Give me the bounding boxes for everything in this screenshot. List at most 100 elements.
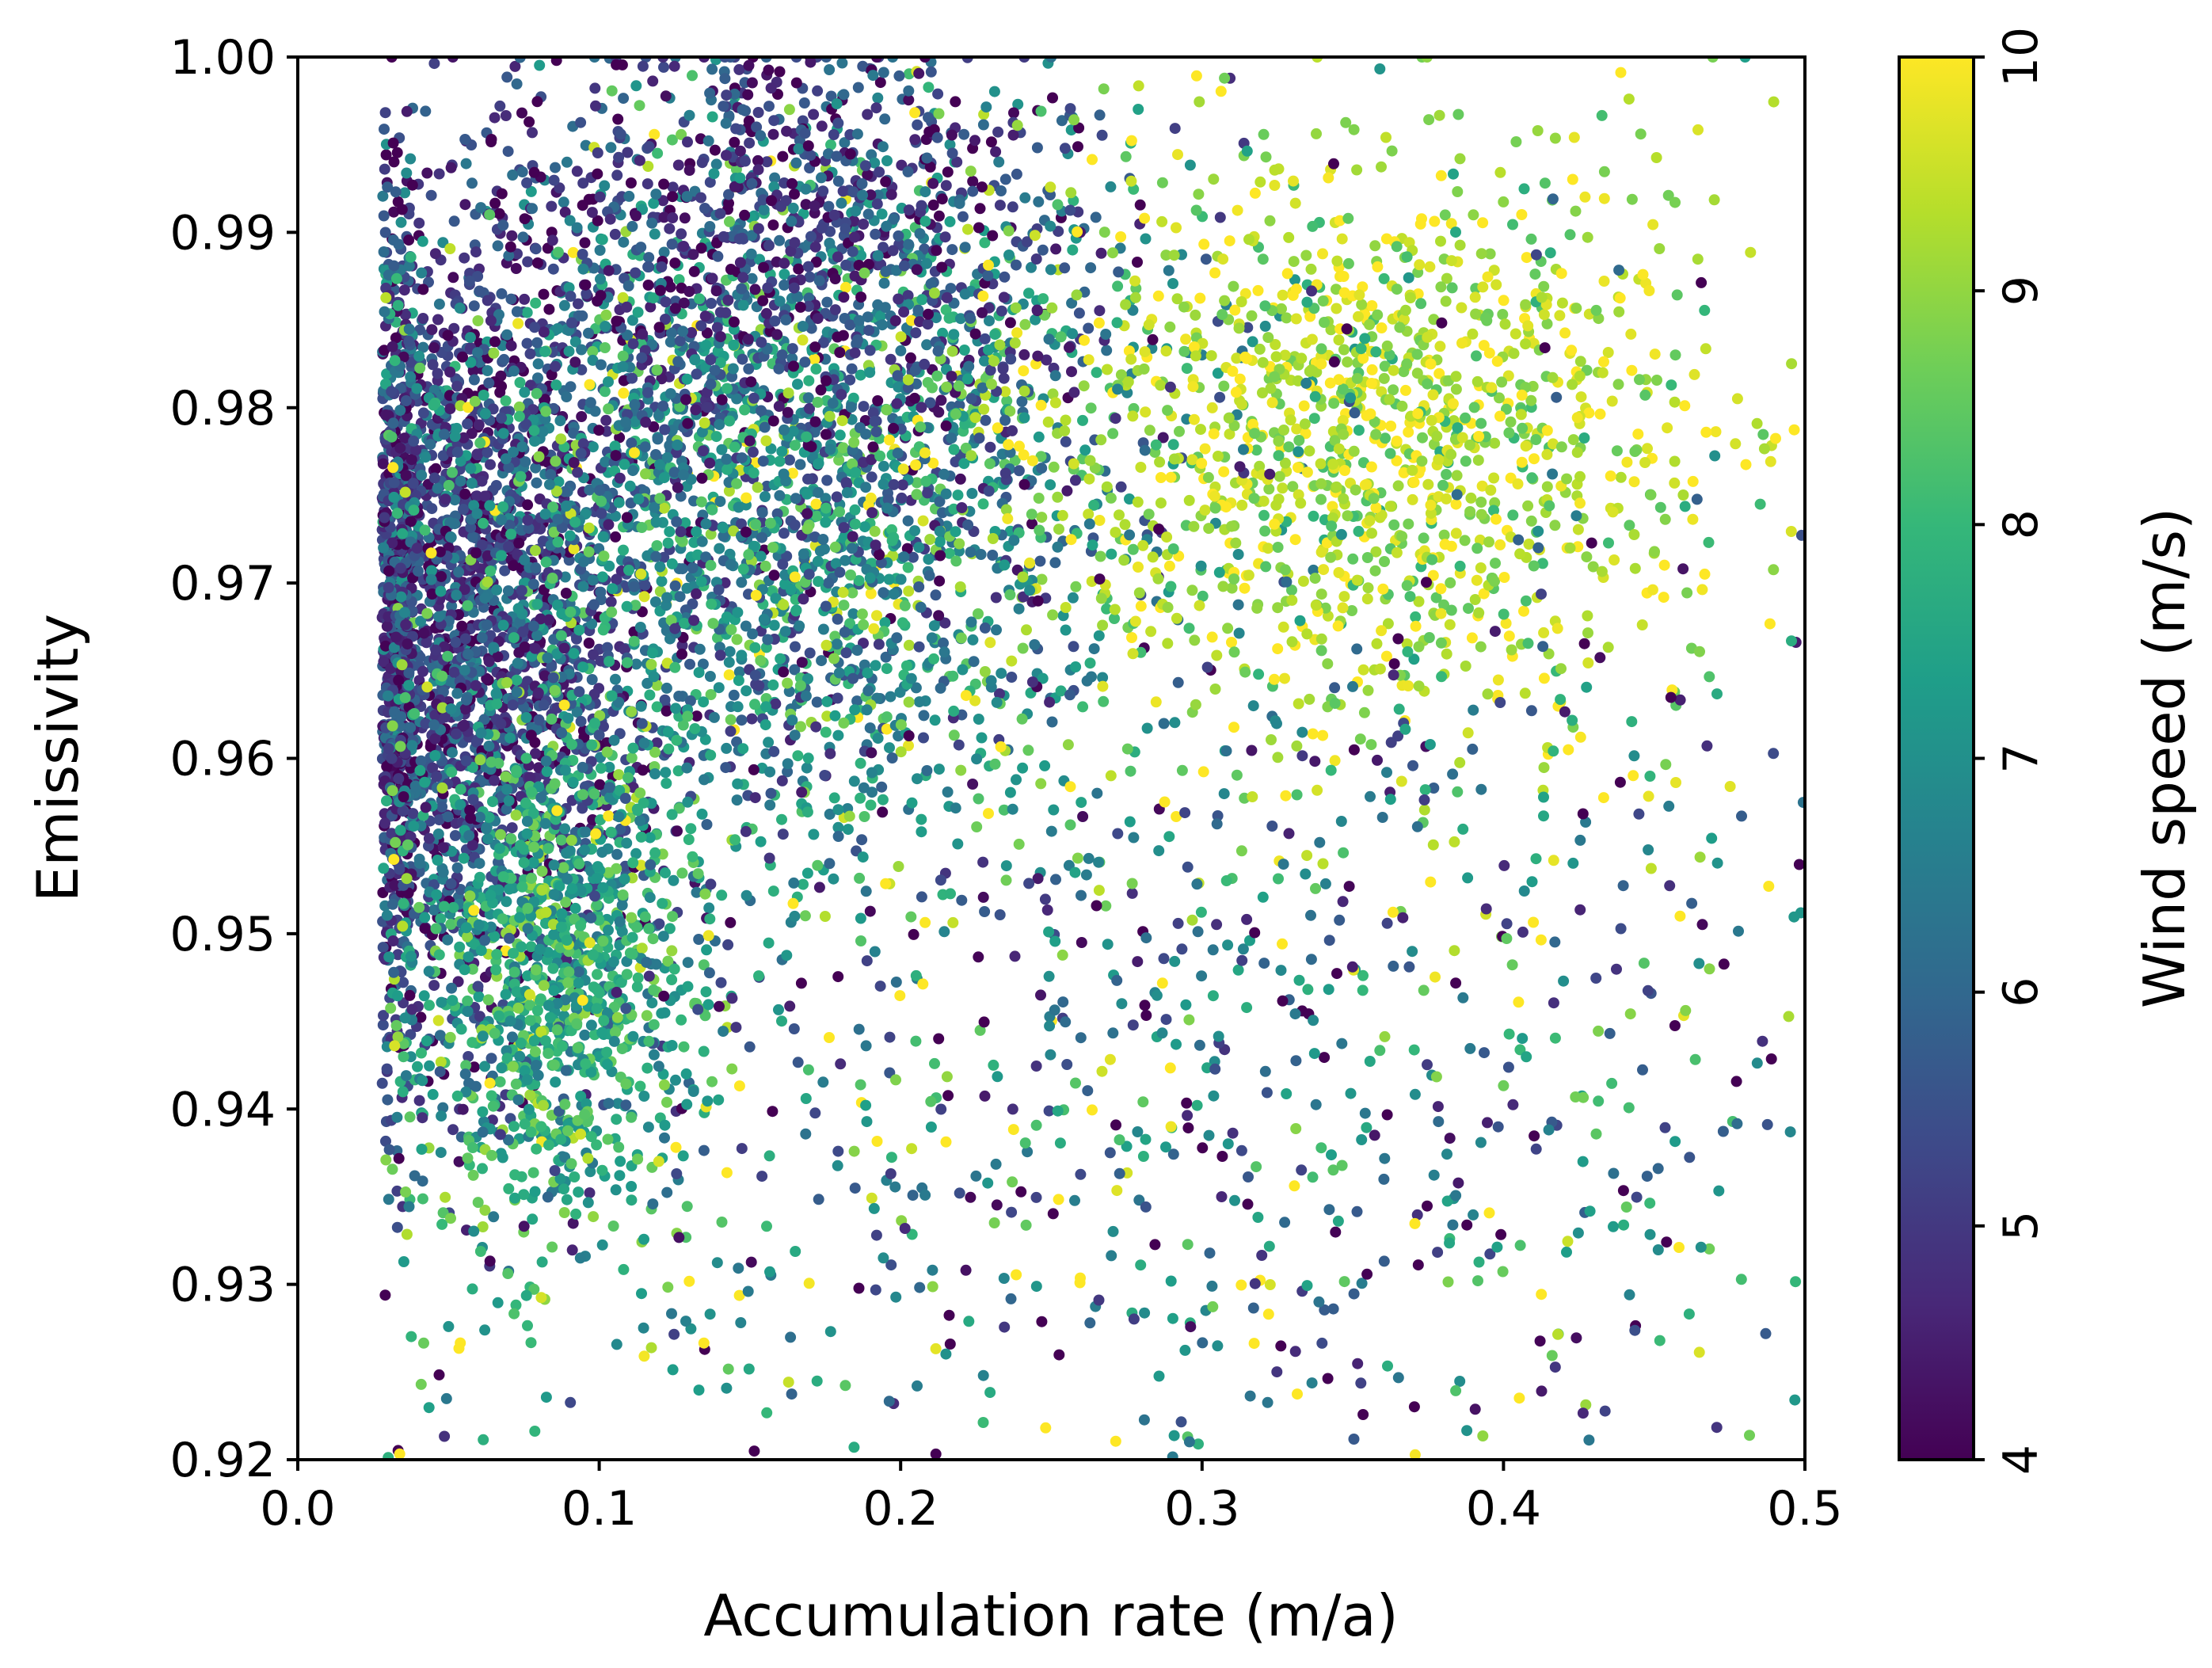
scatter-point — [528, 1035, 540, 1047]
scatter-point — [431, 889, 443, 901]
scatter-point — [398, 897, 409, 909]
scatter-point — [614, 432, 626, 444]
scatter-point — [585, 1131, 597, 1143]
scatter-point — [423, 965, 435, 977]
scatter-point — [435, 913, 447, 924]
scatter-point — [403, 680, 415, 691]
scatter-point — [613, 1141, 625, 1153]
scatter-point — [631, 981, 643, 992]
scatter-point — [413, 1095, 425, 1106]
scatter-point — [432, 367, 444, 379]
scatter-point — [381, 1063, 393, 1075]
scatter-point — [493, 208, 505, 219]
scatter-point — [481, 672, 493, 684]
scatter-point — [639, 579, 651, 591]
scatter-point — [388, 156, 400, 168]
scatter-point — [498, 353, 510, 365]
scatter-point — [1183, 623, 1195, 634]
scatter-point — [482, 833, 493, 845]
scatter-point — [433, 949, 445, 961]
scatter-point — [641, 957, 653, 968]
scatter-point — [547, 672, 559, 684]
scatter-point — [647, 933, 659, 945]
scatter-point — [666, 974, 678, 985]
scatter-point — [409, 1170, 421, 1182]
scatter-point — [387, 417, 399, 429]
scatter-point — [543, 1139, 554, 1151]
scatter-point — [433, 299, 445, 310]
scatter-point — [583, 638, 595, 649]
scatter-points — [376, 57, 1805, 1460]
scatter-point — [513, 401, 525, 413]
scatter-point — [638, 737, 650, 749]
scatter-point — [514, 912, 526, 923]
scatter-point — [566, 738, 577, 750]
scatter-point — [383, 1144, 395, 1156]
scatter-point — [521, 1074, 533, 1086]
scatter-point — [661, 1096, 672, 1108]
scatter-point — [377, 1019, 389, 1031]
scatter-point — [468, 374, 480, 386]
scatter-point — [645, 301, 657, 313]
scatter-point — [536, 884, 548, 896]
scatter-point — [585, 1019, 597, 1031]
scatter-point — [379, 817, 390, 829]
scatter-point — [1214, 391, 1226, 403]
scatter-point — [605, 826, 617, 838]
scatter-point — [682, 957, 694, 969]
scatter-point — [459, 252, 470, 264]
scatter-point — [479, 490, 491, 502]
scatter-point — [544, 1011, 556, 1023]
scatter-point — [965, 546, 977, 558]
scatter-point — [699, 888, 711, 900]
scatter-point — [510, 809, 522, 821]
scatter-point — [987, 550, 999, 561]
scatter-point — [649, 768, 661, 779]
scatter-point — [662, 537, 674, 549]
scatter-point — [872, 733, 884, 745]
scatter-point — [639, 911, 651, 923]
scatter-point — [796, 657, 808, 668]
scatter-point — [516, 441, 528, 453]
scatter-point — [636, 1288, 647, 1300]
scatter-point — [395, 710, 407, 722]
scatter-point — [832, 613, 843, 625]
scatter-point — [383, 690, 394, 702]
scatter-point — [416, 1047, 427, 1059]
scatter-point — [443, 542, 455, 554]
scatter-point — [881, 663, 893, 675]
scatter-point — [414, 651, 426, 663]
scatter-point — [413, 901, 425, 913]
scatter-point — [952, 838, 964, 850]
scatter-point — [571, 1018, 583, 1030]
scatter-point — [543, 843, 554, 855]
scatter-point — [459, 633, 471, 645]
scatter-point — [540, 756, 552, 767]
scatter-point — [517, 231, 529, 243]
scatter-point — [1084, 657, 1096, 669]
scatter-point — [721, 611, 733, 623]
scatter-point — [704, 671, 716, 682]
scatter-point — [556, 908, 568, 920]
scatter-point — [540, 906, 552, 918]
scatter-point — [397, 1086, 409, 1098]
scatter-point — [878, 277, 890, 289]
scatter-point — [400, 395, 412, 406]
scatter-point — [591, 1003, 603, 1015]
scatter-point — [459, 199, 471, 211]
scatter-point — [455, 783, 466, 795]
scatter-point — [550, 1076, 562, 1088]
scatter-point — [622, 772, 634, 783]
scatter-point — [984, 458, 996, 470]
scatter-point — [595, 762, 607, 774]
scatter-point — [913, 581, 925, 592]
scatter-point — [526, 786, 538, 798]
scatter-point — [530, 462, 542, 474]
scatter-point — [432, 828, 444, 840]
scatter-point — [933, 764, 945, 775]
scatter-point — [580, 1058, 592, 1070]
scatter-point — [455, 1023, 467, 1035]
scatter-point — [642, 1062, 653, 1074]
scatter-point — [559, 1099, 571, 1110]
scatter-point — [610, 1184, 622, 1196]
